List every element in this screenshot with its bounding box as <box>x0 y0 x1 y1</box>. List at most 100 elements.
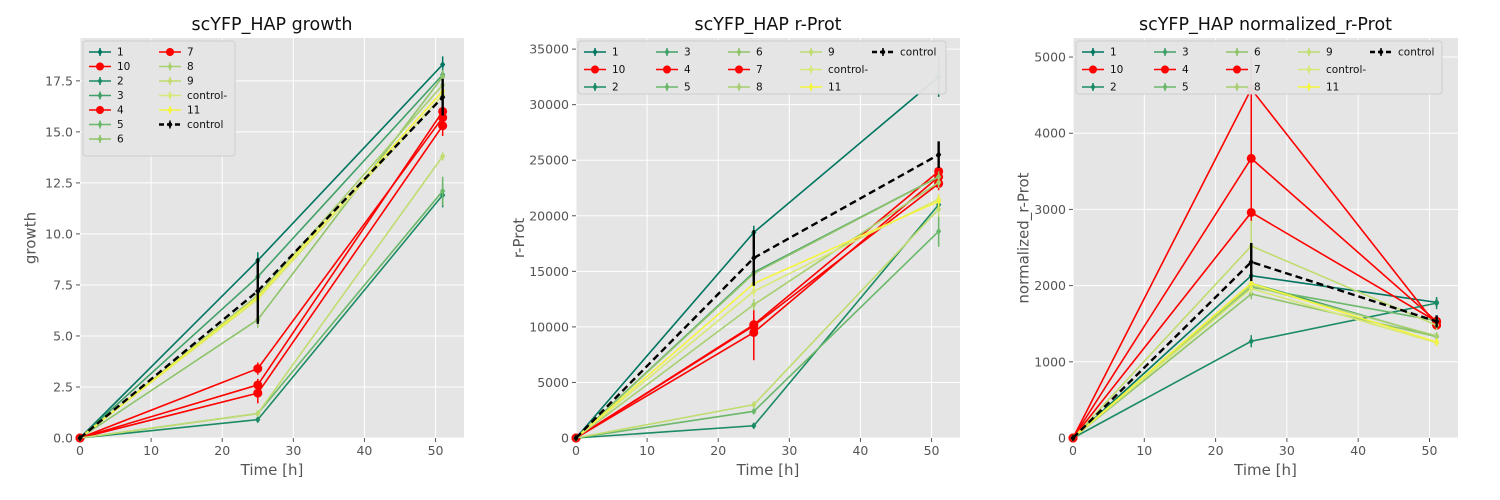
chart2-y-tick-label: 25000 <box>529 153 569 168</box>
chart1-legend-label: 9 <box>187 76 194 88</box>
chart1-series-7 <box>75 103 448 443</box>
chart1-legend-marker <box>97 121 103 128</box>
chart3-legend-box <box>1075 40 1443 95</box>
chart3-legend-label: 2 <box>1110 82 1117 94</box>
chart1-legend-entry-7: 7 <box>159 47 194 59</box>
chart1-legend-entry-control: control <box>159 119 223 131</box>
chart3-legend-label: 5 <box>1182 82 1189 94</box>
chart2-series-5-point <box>751 407 757 416</box>
chart1-title: scYFP_HAP growth <box>192 15 353 35</box>
chart3-legend-marker <box>1090 83 1096 91</box>
chart2-legend-marker <box>592 48 598 56</box>
chart1-legend-label: 6 <box>117 134 124 146</box>
chart2-legend-entry-10: 10 <box>584 64 625 76</box>
chart3-legend-marker <box>1233 65 1241 74</box>
chart2-legend-entry-9: 9 <box>800 47 835 59</box>
chart2-legend-entry-5: 5 <box>656 82 691 94</box>
chart1-legend-marker <box>167 77 173 85</box>
chart1-y-tick-label: 2.5 <box>53 379 73 394</box>
chart1-legend-label: 8 <box>187 61 194 73</box>
chart1-series-control-line <box>79 96 444 439</box>
chart3-legend-label: 1 <box>1110 47 1117 59</box>
chart2-x-tick-label: 0 <box>572 443 580 458</box>
chart2-x-tick-label: 30 <box>781 443 797 458</box>
chart1-legend-marker <box>97 135 103 143</box>
chart3-title: scYFP_HAP normalized_r-Prot <box>1139 15 1392 35</box>
chart1-legend-marker <box>96 62 104 71</box>
chart1-legend-entry-5: 5 <box>89 119 124 131</box>
chart2-series-control <box>573 141 942 442</box>
chart3-y-tick-label: 5000 <box>1034 50 1066 65</box>
chart2-legend-label: 1 <box>612 47 619 59</box>
chart3-x-tick-label: 30 <box>1279 443 1295 458</box>
chart3-y-tick-label: 3000 <box>1034 202 1066 217</box>
chart2-legend-entry-6: 6 <box>728 47 763 59</box>
chart3-legend-label: 7 <box>1254 64 1261 76</box>
chart3-series-2-point <box>1248 337 1254 345</box>
chart1-legend-label: 4 <box>117 105 124 117</box>
chart2-legend-marker <box>808 48 814 56</box>
chart2-legend-marker <box>736 48 742 56</box>
chart2-series-5-point <box>936 227 942 236</box>
chart2-series-control-point <box>573 434 579 442</box>
chart3-legend-entry-8: 8 <box>1226 82 1261 94</box>
chart2-y-tick-label: 10000 <box>529 319 569 334</box>
chart2-legend-entry-1: 1 <box>584 47 619 59</box>
chart2-legend-marker <box>736 83 742 91</box>
chart3-legend: 1 10 2 3 4 5 6 7 8 9 control- 11 control <box>1075 40 1443 95</box>
chart1-legend-marker <box>97 48 103 56</box>
chart1-legend-label: 2 <box>117 76 124 88</box>
chart2-legend-marker <box>808 83 814 91</box>
chart3-legend-marker <box>1234 48 1240 56</box>
chart3-x-tick-label: 50 <box>1422 443 1438 458</box>
chart3-legend-entry-control: control- <box>1298 64 1366 76</box>
chart2-legend-label: 4 <box>684 64 691 76</box>
chart1-series-10-point <box>253 388 263 398</box>
chart1-legend-marker <box>167 63 173 70</box>
chart3-series-control-point <box>1434 317 1440 326</box>
chart1-x-tick-label: 0 <box>76 443 84 458</box>
chart2-legend-entry-control: control <box>872 47 936 59</box>
chart1-legend-marker <box>96 106 104 114</box>
chart1-legend-label: control- <box>187 90 227 102</box>
chart3-legend-entry-11: 11 <box>1298 82 1339 94</box>
chart3-legend-marker <box>1089 65 1097 74</box>
chart1-legend-entry-10: 10 <box>89 61 130 73</box>
chart2-legend-marker <box>664 48 670 56</box>
chart1-legend-entry-control: control- <box>159 90 227 102</box>
chart3-legend-label: control <box>1398 47 1434 59</box>
chart1-x-tick-label: 40 <box>356 443 372 458</box>
chart2-legend-entry-control: control- <box>800 64 868 76</box>
chart3-series-10-point <box>1246 153 1256 163</box>
chart2-legend-label: 10 <box>612 64 625 76</box>
chart2-legend-marker <box>591 65 599 74</box>
chart2-legend-entry-2: 2 <box>584 82 619 94</box>
chart3-legend-label: control- <box>1326 64 1366 76</box>
chart3-x-tick-label: 10 <box>1136 443 1152 458</box>
chart1-legend-entry-2: 2 <box>89 76 124 88</box>
chart1-y-tick-label: 0.0 <box>53 431 73 446</box>
chart1-y-tick-label: 7.5 <box>53 277 73 292</box>
chart2-x-axis-label: Time [h] <box>736 461 800 479</box>
chart2-legend-box <box>577 40 947 95</box>
chart1-legend-marker <box>167 92 173 99</box>
chart1-legend-label: 7 <box>187 47 194 59</box>
chart2-y-tick-label: 15000 <box>529 264 569 279</box>
chart3-legend-marker <box>1306 83 1312 91</box>
chart3-legend-marker <box>1162 48 1168 56</box>
chart3-x-axis-label: Time [h] <box>1233 461 1297 479</box>
chart3-series-control-point <box>1070 434 1076 442</box>
chart1-series-6-point <box>440 73 446 81</box>
chart1-legend-label: 10 <box>117 61 130 73</box>
chart3-legend-label: 10 <box>1110 64 1123 76</box>
chart1-y-tick-label: 12.5 <box>45 175 73 190</box>
chart1-legend-entry-11: 11 <box>159 105 200 117</box>
chart1-legend-entry-8: 8 <box>159 61 194 73</box>
chart1-y-tick-label: 5.0 <box>53 328 73 343</box>
chart2-series-control-point <box>936 150 942 159</box>
chart3-legend-label: 3 <box>1182 47 1189 59</box>
chart3-legend-marker <box>1378 48 1384 56</box>
chart2-y-axis-label: r-Prot <box>510 218 528 258</box>
chart1-series-control-point <box>77 434 83 442</box>
